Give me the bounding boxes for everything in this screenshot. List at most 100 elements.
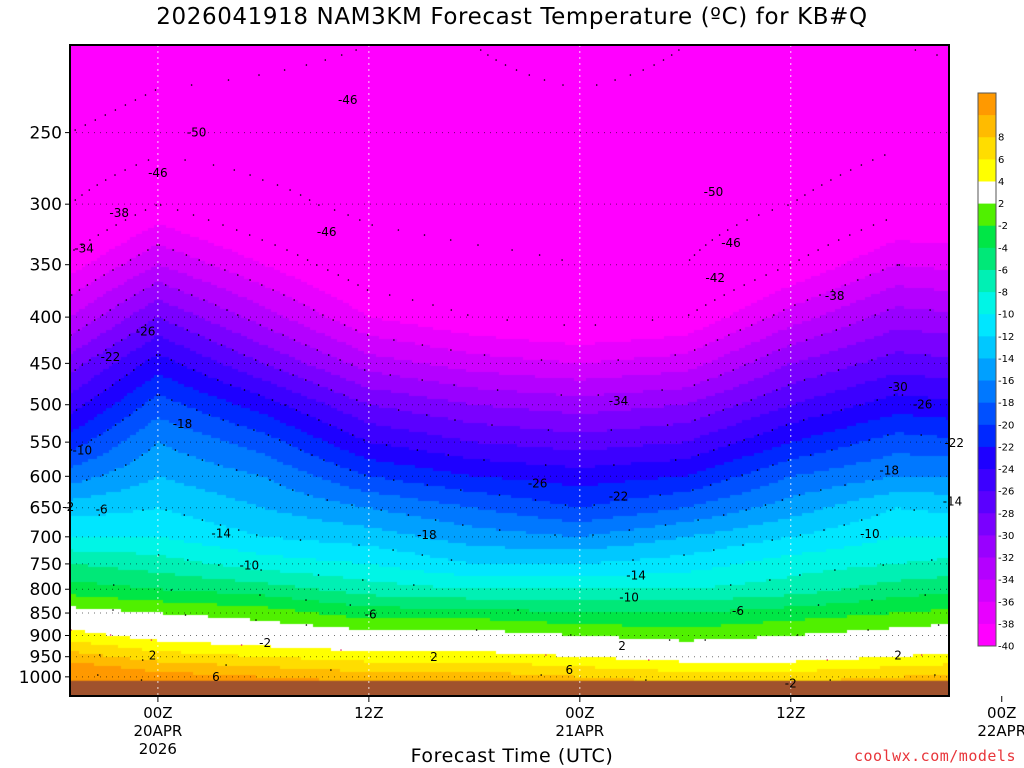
- colorbar-swatch: [978, 225, 996, 249]
- colorbar-tick-label: -26: [998, 487, 1014, 498]
- contour-label: 2: [894, 648, 902, 662]
- colorbar-tick-label: -22: [998, 442, 1014, 453]
- colorbar-swatch: [978, 424, 996, 448]
- contour-label: -10: [619, 590, 639, 604]
- colorbar-tick-label: -6: [998, 265, 1008, 276]
- colorbar-swatch: [978, 336, 996, 359]
- colorbar-tick-label: -34: [998, 575, 1014, 586]
- contour-label: -2: [785, 676, 797, 690]
- contour-label: -30: [888, 380, 908, 394]
- contour-label: -50: [704, 185, 724, 199]
- contour-label: -34: [74, 242, 94, 256]
- contour-label: -22: [944, 436, 964, 450]
- source-credit[interactable]: coolwx.com/models: [853, 747, 1016, 765]
- y-tick-label: 700: [30, 528, 62, 548]
- contour-label: -2: [62, 500, 74, 514]
- x-tick-label: 12Z: [776, 704, 805, 722]
- y-tick-label: 350: [30, 256, 62, 276]
- colorbar-tick-label: -2: [998, 221, 1008, 232]
- isotherm-lines: [70, 44, 940, 681]
- contour-label: -46: [148, 166, 168, 180]
- y-tick-label: 300: [30, 195, 62, 215]
- x-tick-label: 21APR: [555, 722, 604, 740]
- colorbar-tick-label: -24: [998, 465, 1014, 476]
- y-tick-label: 750: [30, 555, 62, 575]
- contour-label: -14: [626, 568, 646, 582]
- contour-label: -46: [317, 225, 337, 239]
- contour-label: -6: [732, 604, 744, 618]
- contour-label: -34: [609, 394, 629, 408]
- contour-label: -26: [913, 398, 933, 412]
- colorbar-swatch: [978, 203, 996, 227]
- x-tick-label: 12Z: [354, 704, 383, 722]
- x-axis-label: Forecast Time (UTC): [410, 745, 614, 767]
- colorbar-tick-label: 4: [998, 177, 1004, 188]
- contour-label: -14: [943, 495, 963, 509]
- contour-label: -18: [879, 463, 899, 477]
- colorbar-swatch: [978, 623, 996, 647]
- y-tick-label: 850: [30, 604, 62, 624]
- y-tick-label: 400: [30, 308, 62, 328]
- colorbar-tick-label: -18: [998, 398, 1014, 409]
- contour-label: -10: [73, 444, 93, 458]
- colorbar-tick-label: 8: [998, 133, 1004, 144]
- contour-label: -22: [101, 350, 121, 364]
- colorbar-swatch: [978, 402, 996, 426]
- colorbar-swatch: [978, 181, 996, 205]
- contour-label: -14: [211, 526, 231, 540]
- temperature-field: [70, 45, 949, 696]
- colorbar-swatch: [978, 115, 996, 138]
- colorbar-tick-label: -36: [998, 597, 1014, 608]
- y-tick-label: 550: [30, 433, 62, 453]
- contour-labels: -46-50-46-38-34-46-26-22-18-10-2 -6-14-10…: [62, 93, 964, 691]
- colorbar-frame: [977, 92, 997, 647]
- contour-label: 2: [149, 648, 157, 662]
- x-tick-label: 00Z: [143, 704, 172, 722]
- colorbar-swatch: [978, 535, 996, 559]
- contour-label: 6: [565, 663, 573, 677]
- colorbar-swatch: [978, 446, 996, 470]
- colorbar-swatch: [978, 491, 996, 514]
- contour-label: -46: [338, 93, 358, 107]
- contour-label: -22: [609, 490, 629, 504]
- colorbar-tick-label: -12: [998, 332, 1014, 343]
- colorbar-swatch: [978, 579, 996, 603]
- colorbar-swatch: [978, 159, 996, 182]
- y-tick-label: 650: [30, 499, 62, 519]
- colorbar-tick-label: -20: [998, 420, 1014, 431]
- contour-label: 2: [618, 639, 626, 653]
- x-tick-label: 00Z: [987, 704, 1016, 722]
- colorbar-swatch: [978, 93, 996, 116]
- x-tick-label: 22APR: [977, 722, 1024, 740]
- colorbar-swatch: [978, 358, 996, 382]
- x-tick-label: 2026: [139, 740, 177, 758]
- colorbar-tick-label: -10: [998, 310, 1014, 321]
- contour-label: -18: [173, 417, 193, 431]
- colorbar-tick-label: -14: [998, 354, 1014, 365]
- contour-label: -10: [240, 558, 260, 572]
- contour-label: -50: [187, 126, 207, 140]
- colorbar-swatch: [978, 269, 996, 293]
- colorbar-swatch: [978, 380, 996, 404]
- colorbar-tick-label: -40: [998, 642, 1014, 653]
- contour-label: -10: [860, 527, 880, 541]
- colorbar-tick-label: -16: [998, 376, 1014, 387]
- colorbar-tick-label: 6: [998, 155, 1004, 166]
- colorbar-swatch: [978, 292, 996, 315]
- chart-title: 2026041918 NAM3KM Forecast Temperature (…: [156, 4, 868, 30]
- contour-label: -46: [721, 236, 741, 250]
- colorbar-swatch: [978, 137, 996, 160]
- contour-label: -26: [136, 325, 156, 339]
- y-tick-label: 250: [30, 124, 62, 144]
- colorbar-swatch: [978, 314, 996, 337]
- y-tick-label: 950: [30, 648, 62, 668]
- colorbar-tick-label: -30: [998, 531, 1014, 542]
- contour-label: 2: [430, 650, 438, 664]
- colorbar-swatch: [978, 557, 996, 581]
- x-tick-label: 20APR: [133, 722, 182, 740]
- y-axis: 2503003504004505005506006507007508008509…: [19, 124, 70, 688]
- contour-label: -6: [365, 607, 377, 621]
- contour-label: -26: [528, 476, 548, 490]
- plot-frame: [69, 44, 950, 697]
